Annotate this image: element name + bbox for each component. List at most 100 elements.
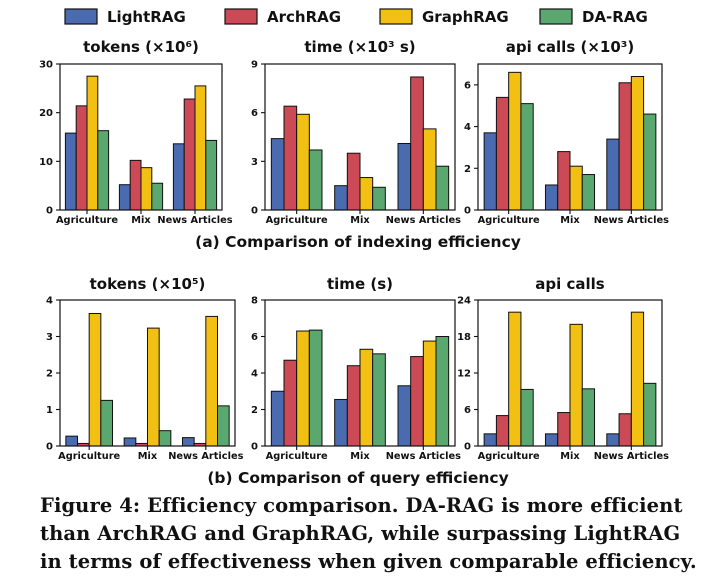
y-tick-label: 0	[46, 206, 53, 217]
bar	[508, 311, 522, 447]
y-tick-label: 2	[251, 405, 258, 416]
x-tick-label: Agriculture	[58, 451, 120, 462]
bar	[422, 340, 437, 447]
bar	[483, 433, 497, 447]
bar	[557, 151, 571, 211]
y-tick-label: 4	[46, 296, 53, 307]
y-tick-label: 24	[457, 296, 471, 307]
bar	[283, 359, 298, 447]
legend-label: DA-RAG	[582, 8, 648, 26]
bar	[308, 329, 323, 447]
y-tick-label: 6	[464, 80, 471, 91]
bar	[643, 382, 657, 447]
bar	[346, 365, 361, 447]
subplot-title: time (×10³ s)	[304, 38, 415, 56]
y-tick-label: 1	[46, 405, 53, 416]
legend-swatch	[64, 8, 98, 25]
y-tick-label: 4	[464, 122, 471, 133]
bar	[158, 430, 172, 447]
bar	[435, 336, 450, 447]
bar	[334, 398, 348, 447]
y-tick-label: 0	[251, 442, 258, 453]
bar	[194, 85, 207, 211]
legend-item: GraphRAG	[379, 8, 509, 26]
subplot: tokens (×10⁶) 0 10 20 30 Agriculture Mix News A…	[39, 38, 233, 226]
caption-line: Figure 4: Efficiency comparison. DA-RAG …	[40, 494, 683, 517]
bar	[397, 385, 412, 447]
y-tick-label: 0	[46, 442, 53, 453]
subplot-title: tokens (×10⁵)	[90, 275, 206, 293]
bar	[410, 76, 424, 211]
bar	[630, 311, 645, 447]
bar	[151, 182, 164, 211]
subplot: time (s) 0 2 4 6 8 Agriculture Mix News Articles	[251, 275, 461, 462]
subplot: time (×10³ s) 0 3 6 9 Agriculture Mix News Arti…	[251, 38, 461, 226]
legend-item: ArchRAG	[224, 8, 341, 26]
x-tick-label: News Articles	[386, 215, 461, 226]
x-tick-label: Agriculture	[478, 215, 540, 226]
bar	[270, 138, 285, 211]
bar	[618, 82, 632, 211]
bar	[65, 435, 79, 447]
legend-label: GraphRAG	[422, 8, 509, 26]
y-tick-label: 6	[464, 405, 471, 416]
y-tick-label: 0	[464, 442, 471, 453]
x-tick-label: Agriculture	[478, 451, 540, 462]
bar	[183, 98, 196, 211]
bar	[569, 323, 583, 447]
bar	[283, 105, 298, 211]
bar	[630, 76, 645, 211]
bar	[86, 75, 99, 211]
bar	[643, 113, 657, 211]
bar	[217, 405, 230, 447]
y-tick-label: 0	[251, 206, 258, 217]
x-tick-label: News Articles	[386, 451, 461, 462]
bar	[422, 128, 437, 211]
bar	[75, 105, 88, 211]
subplot: api calls 0 6 12 18 24 Agriculture Mix News Arti…	[457, 275, 669, 462]
x-tick-label: Mix	[131, 215, 151, 226]
section-label-indexing: (a) Comparison of indexing efficiency	[195, 233, 521, 251]
section-label-query: (b) Comparison of query efficiency	[207, 469, 508, 487]
legend-item: LightRAG	[64, 8, 186, 26]
legend-item: DA-RAG	[539, 8, 648, 26]
bar	[508, 71, 522, 211]
y-tick-label: 0	[464, 206, 471, 217]
bar	[296, 113, 310, 211]
bar	[64, 132, 77, 211]
x-tick-label: News Articles	[594, 451, 669, 462]
bar	[606, 138, 620, 211]
y-tick-label: 18	[457, 332, 471, 343]
bar	[359, 177, 374, 211]
caption-line: than ArchRAG and GraphRAG, while surpass…	[40, 522, 681, 545]
bar	[359, 348, 374, 447]
chart-canvas: LightRAG ArchRAG GraphRAG DA-RAG (a) Compari…	[39, 8, 669, 487]
bar	[123, 437, 137, 447]
bar	[205, 315, 218, 447]
x-tick-label: News Articles	[157, 215, 232, 226]
subplot: api calls (×10³) 0 2 4 6 Agriculture Mix News A…	[464, 38, 669, 226]
legend-swatch	[224, 8, 258, 25]
bar	[520, 388, 534, 447]
bar	[372, 186, 386, 211]
bar	[182, 437, 195, 447]
y-tick-label: 6	[251, 332, 258, 343]
bar	[100, 399, 114, 447]
figure-caption: Figure 4: Efficiency comparison. DA-RAG …	[40, 492, 700, 576]
bar	[544, 433, 559, 447]
bar	[435, 165, 450, 211]
legend-swatch	[379, 8, 413, 25]
bar	[483, 132, 497, 211]
bar	[520, 103, 534, 211]
bar	[606, 433, 620, 447]
bar	[495, 415, 510, 447]
y-tick-label: 3	[251, 157, 258, 168]
bar	[397, 142, 412, 211]
y-tick-label: 3	[46, 332, 53, 343]
x-tick-label: Mix	[560, 215, 580, 226]
bar	[581, 174, 596, 211]
y-tick-label: 4	[251, 369, 258, 380]
bar	[205, 139, 218, 211]
legend-label: ArchRAG	[267, 8, 341, 26]
bar	[495, 96, 510, 211]
